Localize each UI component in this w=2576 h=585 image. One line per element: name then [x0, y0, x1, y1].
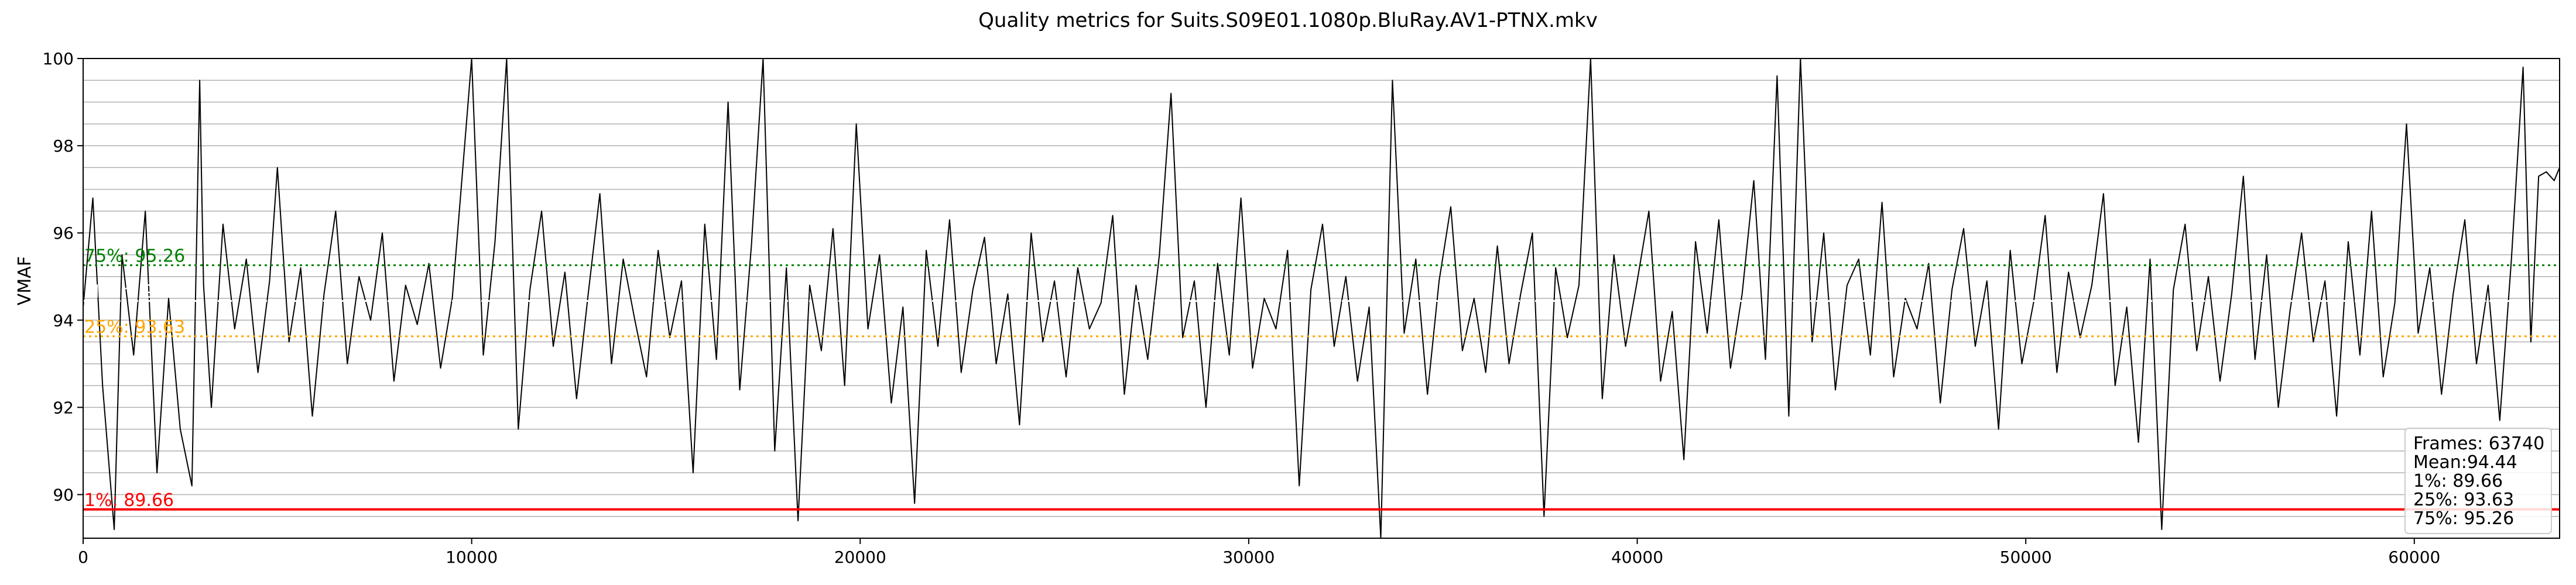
y-tick-label: 96 — [53, 223, 74, 243]
stats-line: Mean:94.44 — [2413, 452, 2517, 473]
x-tick-label: 10000 — [446, 548, 498, 567]
x-tick-label: 30000 — [1222, 548, 1275, 567]
stats-line: 1%: 89.66 — [2413, 471, 2503, 491]
y-axis-label: VMAF — [15, 256, 35, 305]
x-tick-label: 50000 — [2000, 548, 2052, 567]
stats-box-frame — [2404, 428, 2552, 534]
reference-line-label: 1%: 89.66 — [84, 490, 174, 511]
y-tick-label: 100 — [43, 49, 74, 68]
stats-line: Frames: 63740 — [2413, 433, 2544, 454]
y-tick-label: 98 — [53, 136, 74, 156]
reference-line-label: 25%: 93.63 — [84, 317, 185, 338]
series-layer — [83, 58, 2560, 538]
vmaf-series-line — [83, 58, 2560, 538]
plot-frame — [83, 58, 2560, 539]
axis-ticks: 90 92 94 96 98 100 0 10000 20000 30000 40000 50000 6… — [43, 49, 2441, 567]
grid-lines — [83, 58, 2560, 539]
y-tick-label: 90 — [53, 485, 74, 504]
x-tick-label: 60000 — [2388, 548, 2440, 567]
stats-line: 25%: 93.63 — [2413, 490, 2514, 510]
x-tick-label: 0 — [78, 548, 88, 567]
stats-line: 75%: 95.26 — [2413, 508, 2514, 529]
x-tick-label: 20000 — [834, 548, 886, 567]
y-tick-label: 94 — [53, 311, 74, 330]
x-tick-label: 40000 — [1611, 548, 1663, 567]
y-tick-label: 92 — [53, 398, 74, 417]
chart-title: Quality metrics for Suits.S09E01.1080p.B… — [978, 9, 1598, 32]
reference-line-label: Mean: 94.44 — [84, 281, 194, 302]
reference-line-label: 75%: 95.26 — [84, 246, 185, 266]
